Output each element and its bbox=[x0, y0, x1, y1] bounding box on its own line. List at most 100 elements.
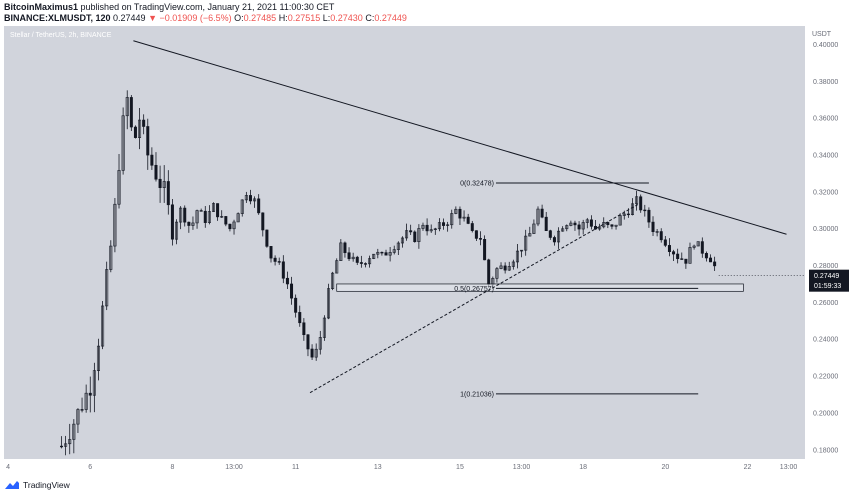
time-tick-label: 13:00 bbox=[225, 464, 243, 471]
candle-body bbox=[294, 297, 298, 313]
time-tick-label: 11 bbox=[292, 464, 299, 471]
chart-plot-area[interactable] bbox=[4, 26, 805, 459]
candle-body bbox=[495, 268, 499, 279]
fib-level-label: 1(0.21036) bbox=[460, 391, 494, 398]
annotations-layer: 0(0.32478) 0.5(0.26757) 1(0.21036) bbox=[133, 40, 787, 398]
candle-body bbox=[384, 252, 388, 256]
candle-body bbox=[355, 256, 359, 263]
candle-body bbox=[138, 119, 142, 138]
candle-body bbox=[594, 226, 598, 230]
symbol-title: BINANCE:XLMUSDT, 120 bbox=[4, 13, 111, 23]
price-tick-label: 0.30000 bbox=[813, 226, 838, 233]
candle-body bbox=[84, 392, 88, 410]
candle-body bbox=[704, 253, 708, 259]
candle-body bbox=[68, 439, 72, 445]
candle-body bbox=[433, 228, 437, 230]
price-tick-label: 0.40000 bbox=[813, 42, 838, 49]
candle-body bbox=[195, 210, 199, 224]
candle-body bbox=[618, 215, 622, 226]
footer: TradingView bbox=[4, 480, 70, 490]
open-label: O: bbox=[234, 13, 244, 23]
candle-body bbox=[626, 213, 630, 216]
candle-body bbox=[503, 265, 507, 271]
published-text: published on TradingView.com, January 21… bbox=[80, 2, 335, 12]
candle-body bbox=[96, 345, 100, 371]
candle-body bbox=[663, 239, 667, 246]
candle-body bbox=[166, 181, 170, 206]
candle-body bbox=[146, 126, 150, 156]
candle-body bbox=[121, 115, 125, 171]
candle-body bbox=[487, 259, 491, 285]
author-name[interactable]: BitcoinMaximus1 bbox=[4, 2, 79, 12]
candle-body bbox=[421, 224, 425, 229]
candle-body bbox=[154, 164, 158, 180]
price-tick-label: 0.36000 bbox=[813, 116, 838, 123]
price-tick-label: 0.34000 bbox=[813, 152, 838, 159]
candle-body bbox=[598, 226, 602, 230]
candle-body bbox=[318, 337, 322, 350]
candle-body bbox=[105, 269, 109, 307]
candle-body bbox=[709, 257, 713, 263]
candle-body bbox=[454, 208, 458, 214]
candle-body bbox=[372, 253, 376, 259]
fib-level-label: 0(0.32478) bbox=[460, 181, 494, 188]
candle-body bbox=[150, 154, 154, 166]
close-value: 0.27449 bbox=[374, 13, 407, 23]
time-tick-label: 4 bbox=[6, 464, 10, 471]
candle-body bbox=[257, 198, 261, 214]
candle-body bbox=[392, 249, 396, 253]
candle-body bbox=[524, 235, 528, 251]
tradingview-logo-icon bbox=[5, 481, 19, 489]
candle-body bbox=[269, 246, 273, 259]
candle-body bbox=[450, 213, 454, 226]
candles-layer bbox=[60, 90, 717, 456]
candle-body bbox=[281, 261, 285, 279]
candle-body bbox=[113, 203, 117, 247]
price-tick-label: 0.28000 bbox=[813, 263, 838, 270]
support-zone-rectangle bbox=[336, 283, 744, 292]
candle-body bbox=[672, 251, 676, 255]
price-tick-label: 0.20000 bbox=[813, 410, 838, 417]
candle-body bbox=[327, 288, 331, 319]
candle-body bbox=[244, 195, 248, 201]
footer-brand[interactable]: TradingView bbox=[23, 480, 70, 490]
candle-body bbox=[388, 252, 392, 256]
last-price: 0.27449 bbox=[113, 13, 146, 23]
candle-body bbox=[133, 126, 137, 138]
candle-body bbox=[179, 207, 183, 223]
candle-body bbox=[713, 261, 717, 267]
low-value: 0.27430 bbox=[330, 13, 363, 23]
candle-body bbox=[540, 208, 544, 218]
time-tick-label: 13:00 bbox=[513, 464, 531, 471]
candle-body bbox=[335, 260, 339, 274]
candle-body bbox=[117, 170, 121, 205]
candle-body bbox=[507, 266, 511, 271]
ascending-support-dashed-line bbox=[309, 202, 641, 394]
candle-body bbox=[515, 250, 519, 263]
candle-body bbox=[511, 261, 515, 267]
candle-body bbox=[191, 222, 195, 226]
descending-resistance-line bbox=[133, 40, 787, 235]
candle-body bbox=[351, 256, 355, 260]
candle-body bbox=[363, 263, 367, 265]
candle-body bbox=[314, 348, 318, 358]
high-value: 0.27515 bbox=[287, 13, 321, 23]
candle-body bbox=[577, 224, 581, 230]
price-tick-label: 0.38000 bbox=[813, 79, 838, 86]
candle-body bbox=[528, 233, 532, 237]
candle-body bbox=[142, 119, 146, 127]
low-label: L: bbox=[322, 13, 331, 23]
candle-body bbox=[585, 219, 589, 223]
price-tag-layer: 0.27449 01:59:33 bbox=[718, 269, 849, 292]
candle-body bbox=[676, 253, 680, 260]
candle-body bbox=[203, 210, 207, 223]
candle-body bbox=[224, 216, 228, 225]
candle-body bbox=[647, 209, 651, 223]
price-tag-value: 0.27449 bbox=[814, 273, 839, 280]
candle-body bbox=[380, 251, 384, 254]
candle-body bbox=[405, 230, 409, 239]
pane-symbol-line: Stellar / TetherUS, 2h, BINANCE bbox=[10, 32, 112, 39]
candle-body bbox=[322, 317, 326, 338]
time-tick-label: 8 bbox=[170, 464, 174, 471]
